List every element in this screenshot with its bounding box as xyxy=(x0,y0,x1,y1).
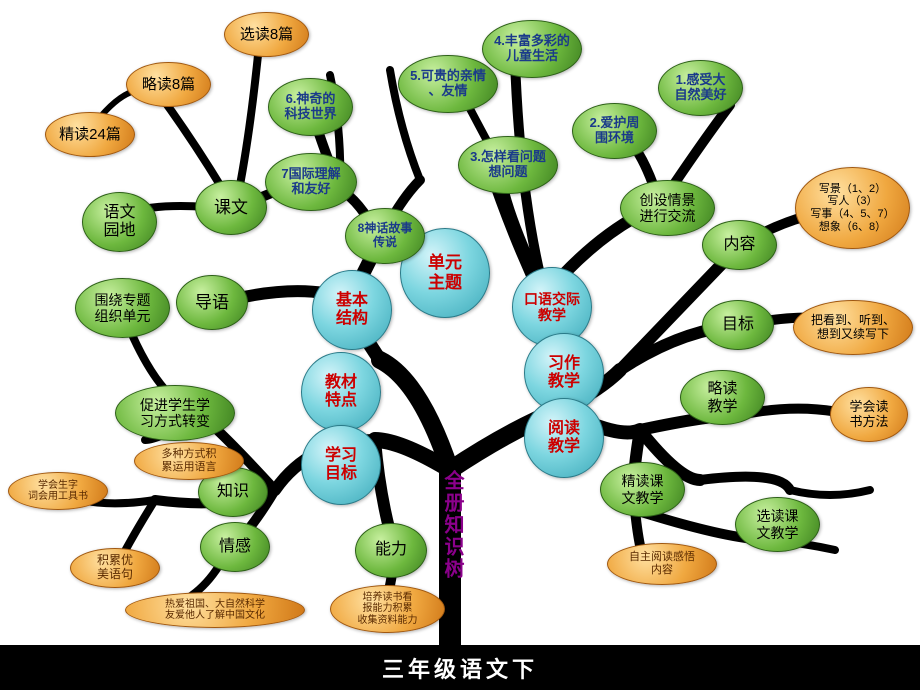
mindmap-node: 围绕专题 组织单元 xyxy=(75,278,170,338)
node-label: 精读24篇 xyxy=(59,126,121,143)
node-label: 围绕专题 组织单元 xyxy=(95,292,151,324)
node-label: 课文 xyxy=(214,198,248,218)
mindmap-node: 多种方式积 累运用语言 xyxy=(134,442,244,480)
node-label: 略读 教学 xyxy=(707,380,737,415)
mindmap-node: 7国际理解 和友好 xyxy=(265,153,357,211)
node-label: 选读课 文教学 xyxy=(757,508,799,540)
node-label: 略读8篇 xyxy=(142,76,195,93)
node-label: 创设情景 进行交流 xyxy=(640,192,696,224)
node-label: 促进学生学 习方式转变 xyxy=(140,397,210,429)
mindmap-node: 语文 园地 xyxy=(82,192,157,252)
node-label: 单元 主题 xyxy=(428,253,462,292)
mindmap-node: 内容 xyxy=(702,220,777,270)
node-label: 选读8篇 xyxy=(240,26,293,43)
mindmap-node: 教材 特点 xyxy=(301,352,381,432)
mindmap-node: 创设情景 进行交流 xyxy=(620,180,715,236)
mindmap-node: 6.神奇的 科技世界 xyxy=(268,78,353,136)
mindmap-node: 精读课 文教学 xyxy=(600,462,685,517)
mindmap-node: 2.爱护周 围环境 xyxy=(572,103,657,159)
node-label: 习作 教学 xyxy=(548,355,580,392)
mindmap-node: 阅读 教学 xyxy=(524,398,604,478)
node-label: 自主阅读感悟 内容 xyxy=(629,551,695,576)
node-label: 热爱祖国、大自然科学 友爱他人了解中国文化 xyxy=(165,599,265,622)
node-label: 口语交际 教学 xyxy=(524,291,580,323)
node-label: 内容 xyxy=(723,236,755,254)
node-label: 教材 特点 xyxy=(325,374,357,411)
node-label: 基本 结构 xyxy=(336,292,368,329)
node-label: 学会生字 词会用工具书 xyxy=(28,480,88,503)
mindmap-node: 5.可贵的亲情 、友情 xyxy=(398,55,498,113)
mindmap-node: 积累优 美语句 xyxy=(70,548,160,588)
mindmap-node: 1.感受大 自然美好 xyxy=(658,60,743,116)
node-label: 学习 目标 xyxy=(325,447,357,484)
mindmap-node: 基本 结构 xyxy=(312,270,392,350)
mindmap-node: 热爱祖国、大自然科学 友爱他人了解中国文化 xyxy=(125,592,305,628)
nodes-layer: 单元 主题基本 结构教材 特点学习 目标 口语交际 教学习作 教学阅读 教学 课文导… xyxy=(0,0,920,690)
node-label: 2.爱护周 围环境 xyxy=(590,116,640,146)
node-label: 目标 xyxy=(722,316,754,334)
node-label: 积累优 美语句 xyxy=(97,554,133,582)
node-label: 能力 xyxy=(375,541,407,559)
mindmap-node: 把看到、听到、 想到又续写下 xyxy=(793,300,913,355)
mindmap-node: 选读8篇 xyxy=(224,12,309,57)
mindmap-node: 3.怎样看问题 想问题 xyxy=(458,136,558,194)
node-label: 5.可贵的亲情 、友情 xyxy=(410,69,486,99)
node-label: 知识 xyxy=(217,483,249,501)
mindmap-node: 自主阅读感悟 内容 xyxy=(607,543,717,585)
node-label: 3.怎样看问题 想问题 xyxy=(470,150,546,180)
mindmap-node: 精读24篇 xyxy=(45,112,135,157)
node-label: 多种方式积 累运用语言 xyxy=(162,448,217,473)
mindmap-node: 写景（1、2） 写人（3） 写事（4、5、7） 想象（6、8） xyxy=(795,167,910,249)
mindmap-node: 8神话故事 传说 xyxy=(345,208,425,264)
mindmap-node: 情感 xyxy=(200,522,270,572)
node-label: 1.感受大 自然美好 xyxy=(674,73,726,103)
node-label: 阅读 教学 xyxy=(548,420,580,457)
mindmap-node: 促进学生学 习方式转变 xyxy=(115,385,235,441)
node-label: 精读课 文教学 xyxy=(622,473,664,505)
node-label: 写景（1、2） 写人（3） 写事（4、5、7） 想象（6、8） xyxy=(810,183,894,234)
mindmap-node: 学会读 书方法 xyxy=(830,387,908,442)
node-label: 把看到、听到、 想到又续写下 xyxy=(811,314,895,342)
node-label: 情感 xyxy=(219,538,251,556)
node-label: 导语 xyxy=(195,293,229,313)
mindmap-node: 略读 教学 xyxy=(680,370,765,425)
node-label: 7国际理解 和友好 xyxy=(281,167,340,197)
node-label: 8神话故事 传说 xyxy=(358,222,413,250)
mindmap-node: 课文 xyxy=(195,180,267,235)
mindmap-node: 培养读书看 报能力积累 收集资料能力 xyxy=(330,585,445,633)
node-label: 学会读 书方法 xyxy=(849,400,888,430)
mindmap-node: 目标 xyxy=(702,300,774,350)
node-label: 培养读书看 报能力积累 收集资料能力 xyxy=(358,592,418,627)
mindmap-node: 导语 xyxy=(176,275,248,330)
mindmap-node: 学会生字 词会用工具书 xyxy=(8,472,108,510)
mindmap-node: 学习 目标 xyxy=(301,425,381,505)
mindmap-node: 能力 xyxy=(355,523,427,578)
mindmap-node: 选读课 文教学 xyxy=(735,497,820,552)
node-label: 6.神奇的 科技世界 xyxy=(284,92,336,122)
mindmap-node: 4.丰富多彩的 儿童生活 xyxy=(482,20,582,78)
node-label: 语文 园地 xyxy=(103,204,135,241)
node-label: 4.丰富多彩的 儿童生活 xyxy=(494,34,570,64)
mindmap-node: 略读8篇 xyxy=(126,62,211,107)
